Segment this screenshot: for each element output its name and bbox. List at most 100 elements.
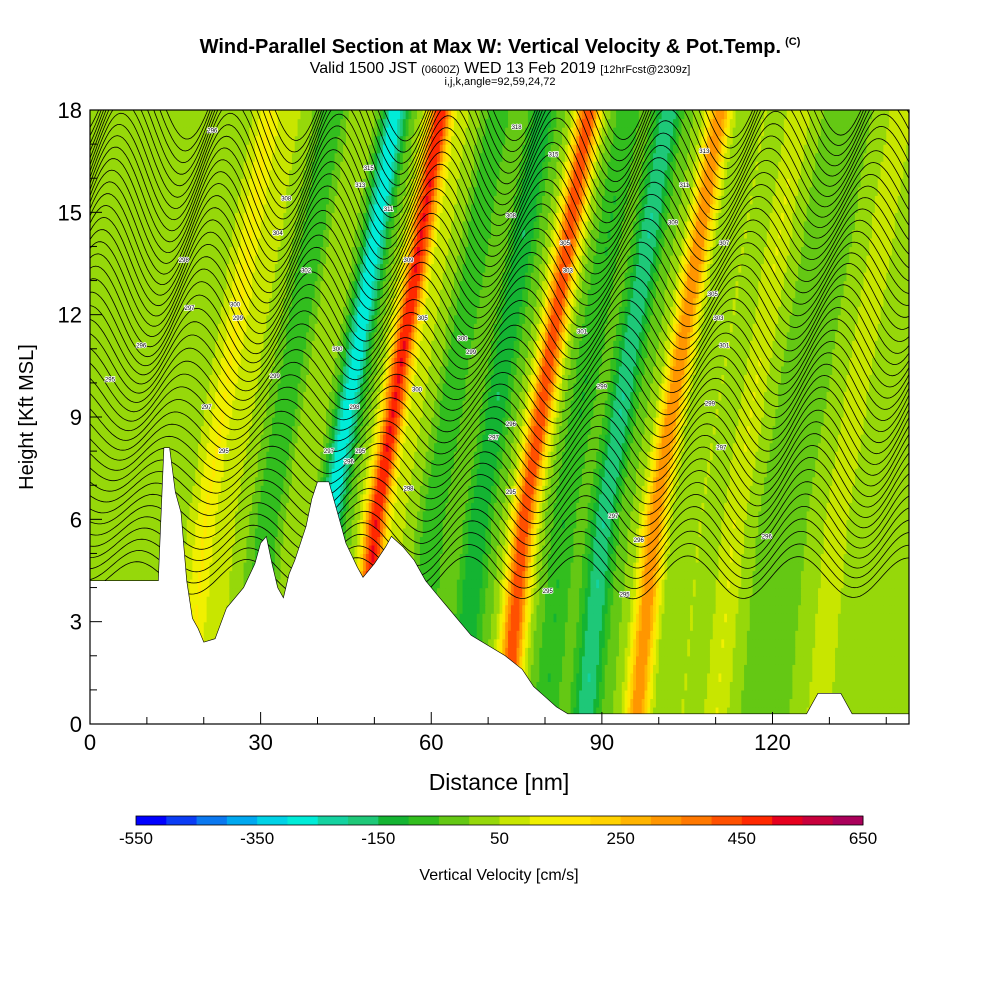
colorbar-swatch bbox=[529, 816, 561, 825]
terrain bbox=[90, 447, 909, 724]
contour-label: 299 bbox=[270, 374, 281, 380]
colorbar-swatch bbox=[257, 816, 288, 825]
contour-label: 304 bbox=[273, 231, 284, 237]
colorbar-tick-label: -350 bbox=[240, 829, 274, 848]
forecast-info: [12hrFcst@2309z] bbox=[600, 64, 690, 76]
contour-labels: 2963083043002992982972962952972952993023… bbox=[104, 124, 773, 599]
contour-label: 300 bbox=[332, 347, 343, 353]
contour-label: 295 bbox=[506, 490, 517, 496]
valid-time: Valid 1500 JST bbox=[310, 60, 417, 77]
terrain-profile bbox=[90, 447, 909, 724]
contour-label: 295 bbox=[355, 449, 366, 455]
colorbar-swatch bbox=[650, 816, 682, 825]
contour-label: 297 bbox=[324, 449, 335, 455]
x-axis-label: Distance [nm] bbox=[429, 769, 570, 795]
contour-label: 295 bbox=[620, 592, 631, 598]
y-tick-label: 12 bbox=[58, 303, 82, 328]
contour-label: 296 bbox=[762, 534, 773, 540]
contour-label: 299 bbox=[233, 316, 244, 322]
contour-label: 303 bbox=[563, 268, 574, 274]
contour-label: 298 bbox=[403, 487, 414, 493]
y-tick-label: 15 bbox=[58, 200, 82, 225]
y-tick-label: 9 bbox=[70, 405, 82, 430]
y-tick-label: 18 bbox=[58, 98, 82, 123]
contour-label: 311 bbox=[384, 207, 394, 213]
contour-label: 313 bbox=[699, 149, 710, 155]
contour-label: 305 bbox=[560, 241, 571, 247]
contour-label: 295 bbox=[105, 378, 116, 384]
contour-label: 299 bbox=[597, 384, 608, 390]
colorbar-tick-label: 450 bbox=[728, 829, 756, 848]
contour-label: 309 bbox=[668, 221, 679, 227]
contour-label: 300 bbox=[457, 337, 468, 343]
colorbar-tick-label: -550 bbox=[119, 829, 153, 848]
contour-label: 297 bbox=[184, 306, 195, 312]
contour-label: 295 bbox=[219, 449, 230, 455]
colorbar-swatch bbox=[560, 816, 591, 825]
colorbar-swatch bbox=[196, 816, 228, 825]
copyright-tag: (C) bbox=[785, 36, 800, 48]
contour-label: 301 bbox=[719, 343, 730, 349]
colorbar: -550 -350 -150 50 250 450 650 bbox=[119, 815, 877, 848]
colorbar-swatch bbox=[711, 816, 743, 825]
colorbar-swatch bbox=[287, 816, 319, 825]
contour-label: 296 bbox=[136, 343, 147, 349]
colorbar-swatch bbox=[166, 816, 198, 825]
valid-utc: (0600Z) bbox=[421, 64, 460, 76]
contour-label: 299 bbox=[466, 350, 477, 356]
contour-label: 298 bbox=[179, 258, 190, 264]
colorbar-swatch bbox=[832, 816, 864, 825]
x-tick-label: 60 bbox=[419, 730, 443, 755]
contour-label: 303 bbox=[713, 316, 724, 322]
contour-label: 315 bbox=[364, 166, 375, 172]
contour-label: 298 bbox=[349, 405, 360, 411]
contour-label: 315 bbox=[548, 152, 559, 158]
colorbar-label: Vertical Velocity [cm/s] bbox=[419, 867, 578, 884]
contour-label: 313 bbox=[355, 183, 366, 189]
contour-label: 300 bbox=[230, 302, 241, 308]
valid-date: WED 13 Feb 2019 bbox=[464, 60, 596, 77]
colorbar-swatch bbox=[590, 816, 622, 825]
colorbar-swatch bbox=[802, 816, 834, 825]
chart-title-main: Wind-Parallel Section at Max W: Vertical… bbox=[200, 36, 781, 58]
colorbar-swatch bbox=[741, 816, 773, 825]
colorbar-swatch bbox=[772, 816, 803, 825]
contour-label: 305 bbox=[418, 316, 429, 322]
chart-subtitle: Valid 1500 JST (0600Z) WED 13 Feb 2019 [… bbox=[0, 60, 1000, 78]
colorbar-swatch bbox=[438, 816, 470, 825]
chart-title: Wind-Parallel Section at Max W: Vertical… bbox=[0, 36, 1000, 59]
y-axis-label: Height [Kft MSL] bbox=[16, 344, 38, 490]
colorbar-swatch bbox=[378, 816, 410, 825]
grid-indices: i,j,k,angle=92,59,24,72 bbox=[0, 76, 1000, 88]
contour-label: 297 bbox=[608, 514, 619, 520]
contour-label: 300 bbox=[412, 388, 423, 394]
velocity-field bbox=[90, 110, 909, 724]
colorbar-tick-label: 250 bbox=[607, 829, 635, 848]
contour-label: 299 bbox=[705, 401, 716, 407]
contour-label: 307 bbox=[719, 241, 730, 247]
colorbar-tick-label: -150 bbox=[361, 829, 395, 848]
y-tick-label: 0 bbox=[70, 712, 82, 737]
axes: 0 30 60 90 120 0 3 6 9 12 15 18 bbox=[58, 98, 887, 755]
x-tick-label: 90 bbox=[590, 730, 614, 755]
contour-label: 296 bbox=[344, 459, 355, 465]
colorbar-swatch bbox=[408, 816, 440, 825]
x-tick-label: 0 bbox=[84, 730, 96, 755]
contour-label: 318 bbox=[512, 125, 523, 131]
colorbar-swatch bbox=[620, 816, 652, 825]
contour-label: 308 bbox=[281, 197, 292, 203]
x-tick-label: 30 bbox=[248, 730, 272, 755]
contour-label: 301 bbox=[577, 330, 588, 336]
contour-label: 297 bbox=[716, 446, 727, 452]
colorbar-swatch bbox=[681, 816, 713, 825]
contour-label: 297 bbox=[202, 405, 213, 411]
colorbar-swatch bbox=[317, 816, 349, 825]
y-tick-label: 3 bbox=[70, 610, 82, 635]
contour-label: 305 bbox=[708, 292, 719, 298]
contour-label: 296 bbox=[506, 422, 517, 428]
y-tick-label: 6 bbox=[70, 507, 82, 532]
colorbar-tick-label: 50 bbox=[490, 829, 509, 848]
contour-label: 311 bbox=[680, 183, 690, 189]
contour-label: 295 bbox=[543, 589, 554, 595]
